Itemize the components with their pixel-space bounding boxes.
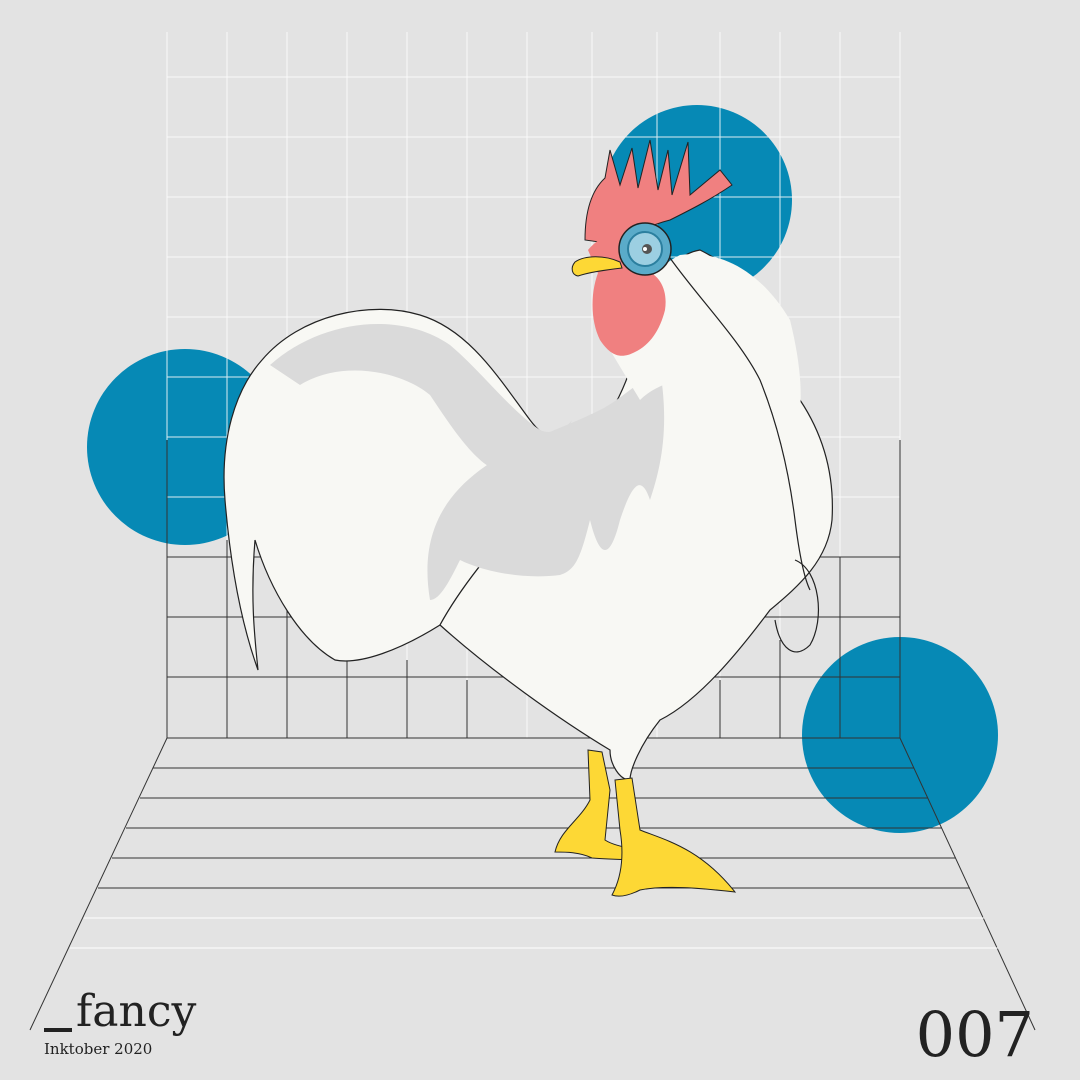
tail-shadow <box>270 323 572 473</box>
subtitle: Inktober 2020 <box>44 1040 153 1058</box>
rooster-legs <box>554 749 737 897</box>
monocle-icon <box>618 222 820 653</box>
grid-floor <box>29 737 1036 1031</box>
body-shadow <box>427 370 665 600</box>
issue-number: 007 <box>915 998 1034 1071</box>
rooster-beak <box>571 256 623 277</box>
prompt-word: fancy <box>76 986 197 1037</box>
grid-floor-light <box>70 917 998 949</box>
prompt-underscore <box>44 1028 72 1032</box>
rooster-wattle <box>592 268 666 356</box>
